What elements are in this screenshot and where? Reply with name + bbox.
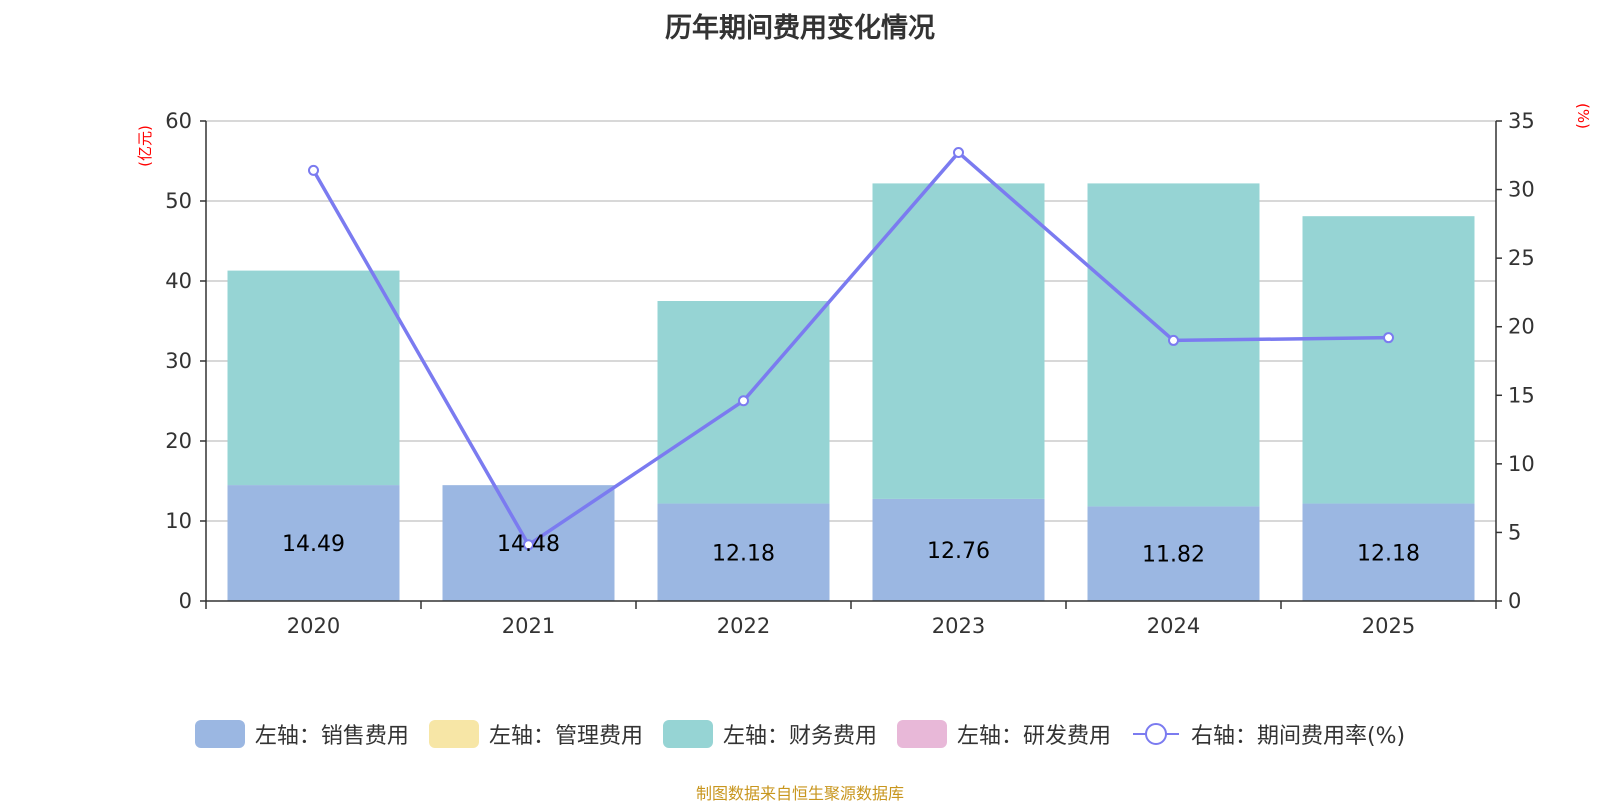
legend-label: 左轴：销售费用 — [254, 724, 409, 749]
legend-item[interactable]: 左轴：研发费用 — [896, 718, 1111, 750]
right-axis-tick-label: 10 — [1508, 452, 1535, 476]
legend-swatch — [896, 720, 947, 748]
legend-item[interactable]: 左轴：财务费用 — [662, 718, 877, 750]
legend-label: 左轴：财务费用 — [722, 724, 877, 749]
legend-item[interactable]: 左轴：管理费用 — [428, 718, 643, 750]
left-axis-tick-label: 30 — [165, 349, 192, 373]
chart-title: 历年期间费用变化情况 — [665, 13, 935, 44]
x-axis-tick-label: 2022 — [717, 614, 770, 638]
bar-data-label: 11.82 — [1142, 543, 1205, 568]
bar-data-label: 12.18 — [712, 541, 775, 566]
rate-point — [308, 164, 319, 176]
left-axis-tick-label: 50 — [165, 189, 192, 213]
rate-point — [738, 395, 749, 407]
bar-data-label: 14.48 — [497, 532, 560, 557]
x-axis-tick-label: 2023 — [932, 614, 985, 638]
legend-item[interactable]: 右轴：期间费用率(%) — [1131, 718, 1405, 750]
bar-data-label: 14.49 — [282, 532, 345, 557]
rate-point — [1168, 334, 1179, 346]
x-axis-tick-label: 2021 — [502, 614, 555, 638]
left-axis-tick-label: 10 — [165, 509, 192, 533]
bar-2025-左轴：销售费用 — [1302, 503, 1475, 601]
legend-swatch — [194, 720, 245, 748]
right-axis-tick-label: 35 — [1508, 109, 1535, 133]
bar-2025-左轴：财务费用 — [1302, 216, 1475, 504]
bar-2023-左轴：财务费用 — [872, 183, 1045, 499]
legend-label: 右轴：期间费用率(%) — [1190, 724, 1406, 749]
right-axis-tick-label: 5 — [1508, 520, 1521, 544]
bar-data-label: 12.18 — [1357, 541, 1420, 566]
x-axis-tick-label: 2025 — [1362, 614, 1415, 638]
left-axis-tick-label: 40 — [165, 269, 192, 293]
bar-2020-左轴：销售费用 — [227, 485, 400, 601]
legend-label: 左轴：研发费用 — [956, 724, 1111, 749]
left-axis-tick-label: 60 — [165, 109, 192, 133]
left-axis-tick-label: 20 — [165, 429, 192, 453]
source-note: 制图数据来自恒生聚源数据库 — [695, 784, 904, 803]
rate-line — [311, 150, 1389, 547]
rate-point — [953, 147, 964, 159]
legend-line-icon — [1132, 723, 1179, 745]
right-axis-tick-label: 20 — [1508, 315, 1535, 339]
bar-2022-左轴：销售费用 — [657, 503, 830, 601]
legend-item[interactable]: 左轴：销售费用 — [194, 718, 409, 750]
right-axis-tick-label: 15 — [1508, 383, 1535, 407]
legend-swatch — [428, 720, 479, 748]
right-axis-tick-label: 30 — [1508, 178, 1535, 202]
right-axis-tick-label: 0 — [1508, 589, 1521, 613]
rate-point — [523, 539, 534, 551]
x-axis-tick-label: 2020 — [287, 614, 340, 638]
x-axis-tick-label: 2024 — [1147, 614, 1200, 638]
legend-swatch — [662, 720, 713, 748]
chart-legend: 左轴：销售费用 左轴：管理费用 左轴：财务费用 左轴：研发费用 右轴：期间费用率(%) — [0, 718, 1600, 750]
bar-data-label: 12.76 — [927, 539, 990, 564]
bar-2023-左轴：销售费用 — [872, 498, 1045, 601]
rate-point — [1383, 332, 1394, 344]
right-axis-unit-label: (%) — [1574, 103, 1592, 129]
left-axis-unit-label: (亿元) — [136, 125, 154, 167]
legend-label: 左轴：管理费用 — [488, 724, 643, 749]
bar-2024-左轴：销售费用 — [1087, 506, 1260, 601]
right-axis-tick-label: 25 — [1508, 246, 1535, 270]
left-axis-tick-label: 0 — [179, 589, 192, 613]
bar-2020-左轴：财务费用 — [227, 270, 400, 486]
